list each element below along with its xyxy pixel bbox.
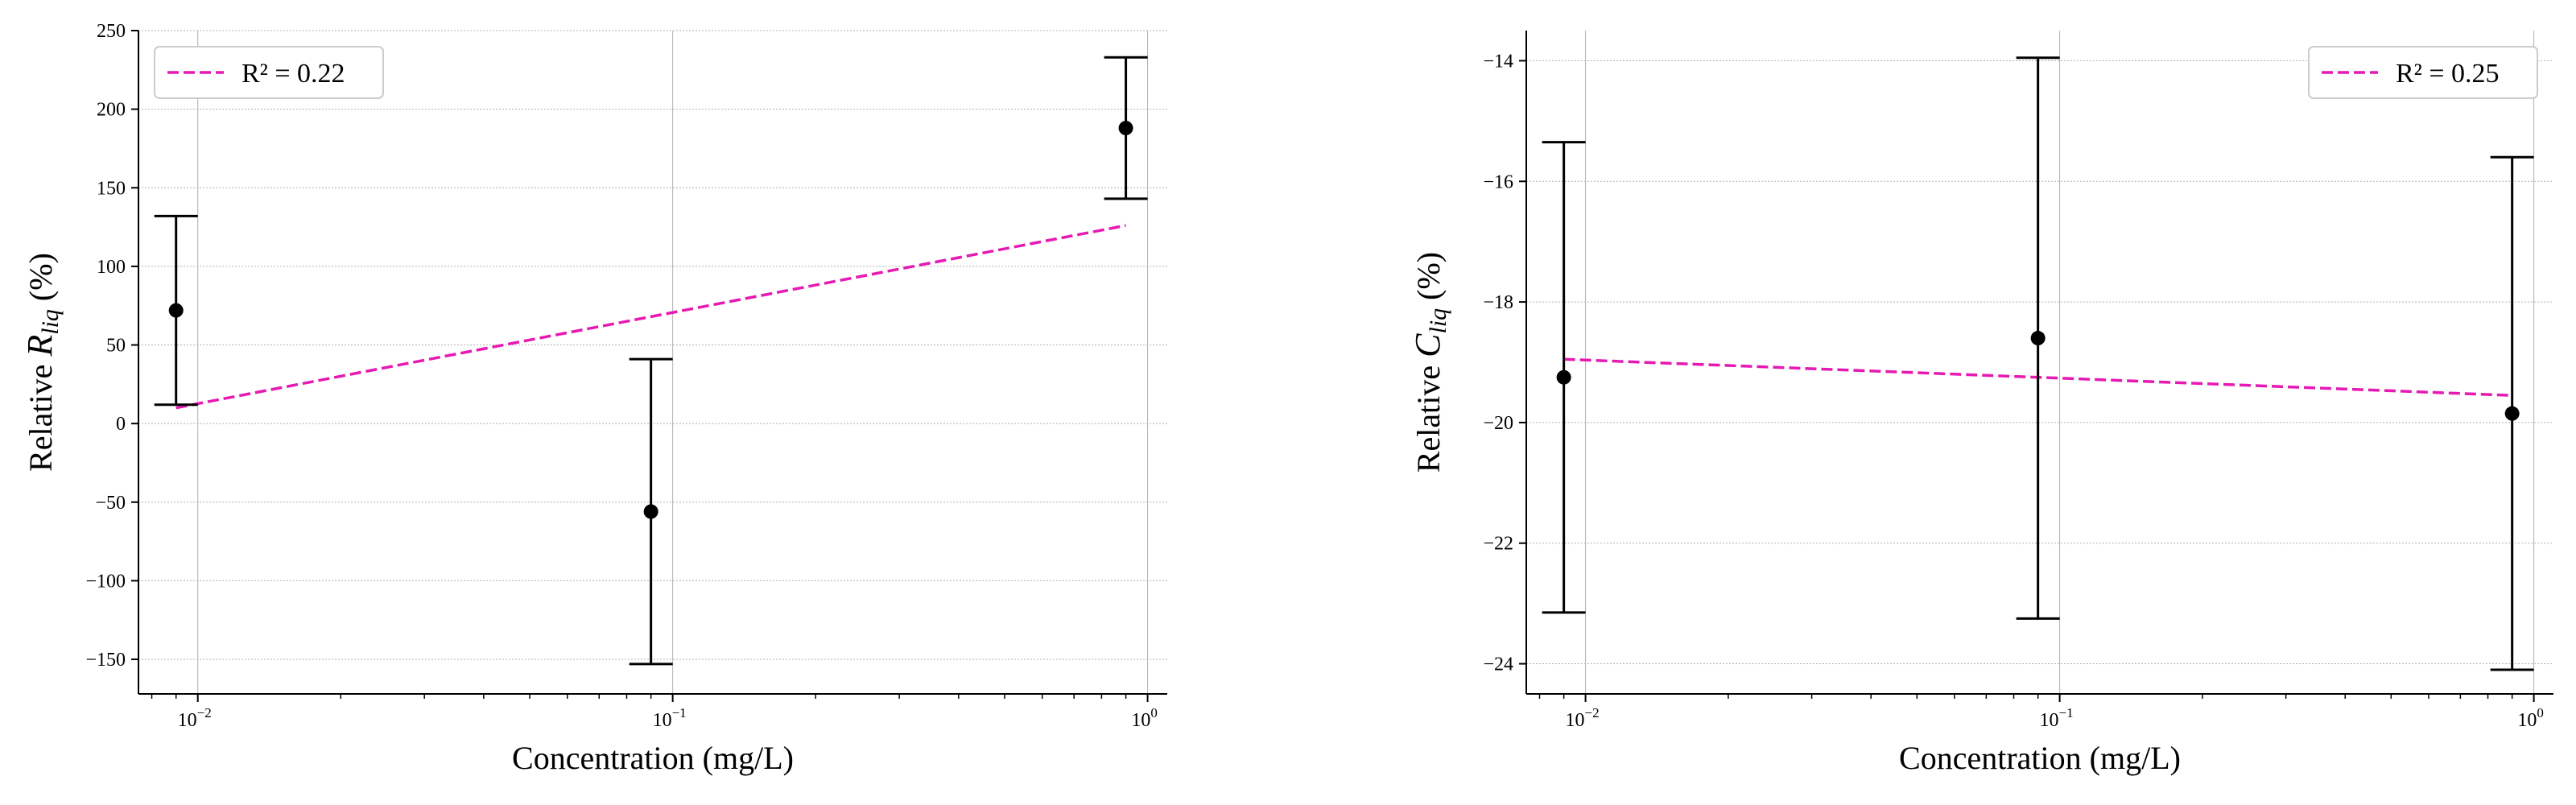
y-tick-label: −20: [1483, 413, 1513, 434]
y-axis-label-text: Relative: [1410, 357, 1447, 473]
legend: R² = 0.25: [2308, 46, 2538, 99]
x-tick-base: 10: [1566, 710, 1585, 731]
x-tick-label: 10−1: [653, 705, 687, 731]
x-tick-label: 100: [2517, 705, 2544, 731]
y-axis-label-unit: (%): [1410, 252, 1447, 308]
x-tick-exponent: 0: [2537, 705, 2544, 720]
x-tick-label: 10−2: [178, 705, 212, 731]
x-tick-exponent: 0: [1150, 705, 1158, 720]
x-tick-exponent: −1: [672, 705, 687, 720]
y-tick-label: 0: [116, 414, 126, 435]
legend-label: R² = 0.25: [2396, 59, 2500, 89]
y-axis-label: Relative Cliq (%): [1408, 252, 1451, 473]
y-tick-label: −16: [1483, 171, 1513, 192]
y-axis-label-symbol: R: [20, 335, 60, 357]
data-point: [643, 504, 658, 519]
y-tick-label: 200: [97, 100, 126, 121]
data-point: [2504, 406, 2520, 421]
y-axis-label-unit: (%): [23, 253, 59, 309]
y-tick-label: 250: [97, 21, 126, 42]
y-tick-label: −50: [95, 493, 126, 514]
x-tick-exponent: −1: [2059, 705, 2074, 720]
x-tick-label: 10−2: [1566, 705, 1600, 731]
x-tick-base: 10: [2040, 710, 2059, 731]
legend-label: R² = 0.22: [242, 59, 345, 89]
y-axis-label-symbol: C: [1408, 333, 1447, 357]
y-tick-label: −18: [1483, 292, 1513, 313]
y-tick-label: −100: [85, 571, 126, 592]
legend-box: [154, 46, 384, 99]
data-point: [168, 303, 184, 318]
y-tick-label: 150: [97, 178, 126, 199]
data-point: [1118, 121, 1133, 136]
x-tick-label: 10−1: [2040, 705, 2074, 731]
grid: [138, 30, 1167, 694]
y-axis-label-text: Relative: [23, 357, 59, 472]
x-tick-base: 10: [2517, 710, 2537, 731]
x-tick-base: 10: [653, 710, 672, 731]
x-tick-base: 10: [178, 710, 197, 731]
grid: [1526, 31, 2553, 694]
x-axis-label: Concentration (mg/L): [1899, 740, 2181, 776]
y-axis-label: Relative Rliq (%): [20, 253, 64, 472]
y-tick-label: −150: [85, 650, 126, 671]
y-tick-label: 100: [97, 257, 126, 278]
data-point: [2030, 331, 2046, 346]
y-axis-label-subscript: liq: [37, 309, 64, 335]
y-tick-label: −14: [1483, 51, 1513, 72]
x-axis-label: Concentration (mg/L): [512, 740, 794, 776]
x-tick-base: 10: [1131, 710, 1150, 731]
fit-line: [175, 224, 1126, 410]
x-tick-label: 100: [1131, 705, 1158, 731]
x-tick-exponent: −2: [1585, 705, 1600, 720]
y-axis-label-subscript: liq: [1425, 308, 1451, 334]
data-point: [1556, 369, 1571, 385]
y-tick-label: −24: [1483, 654, 1513, 675]
legend: R² = 0.22: [154, 46, 384, 99]
y-tick-label: −22: [1483, 534, 1513, 555]
legend-box: [2308, 46, 2538, 99]
x-tick-exponent: −2: [197, 705, 212, 720]
y-tick-label: 50: [106, 336, 126, 357]
